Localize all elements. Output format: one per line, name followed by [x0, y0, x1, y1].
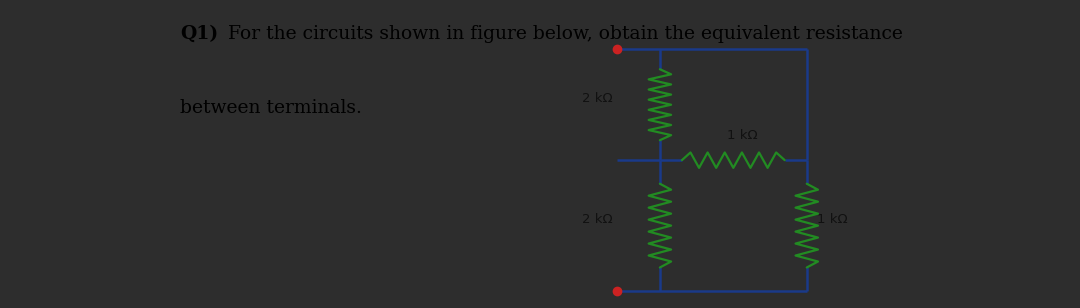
Text: 2 kΩ: 2 kΩ [582, 213, 612, 226]
Text: between terminals.: between terminals. [180, 99, 362, 116]
Text: 2 kΩ: 2 kΩ [582, 92, 612, 105]
Text: 1 kΩ: 1 kΩ [727, 129, 757, 142]
Text: Q1): Q1) [180, 25, 218, 43]
Text: 1 kΩ: 1 kΩ [818, 213, 848, 226]
Text: For the circuits shown in figure below, obtain the equivalent resistance: For the circuits shown in figure below, … [221, 25, 903, 43]
